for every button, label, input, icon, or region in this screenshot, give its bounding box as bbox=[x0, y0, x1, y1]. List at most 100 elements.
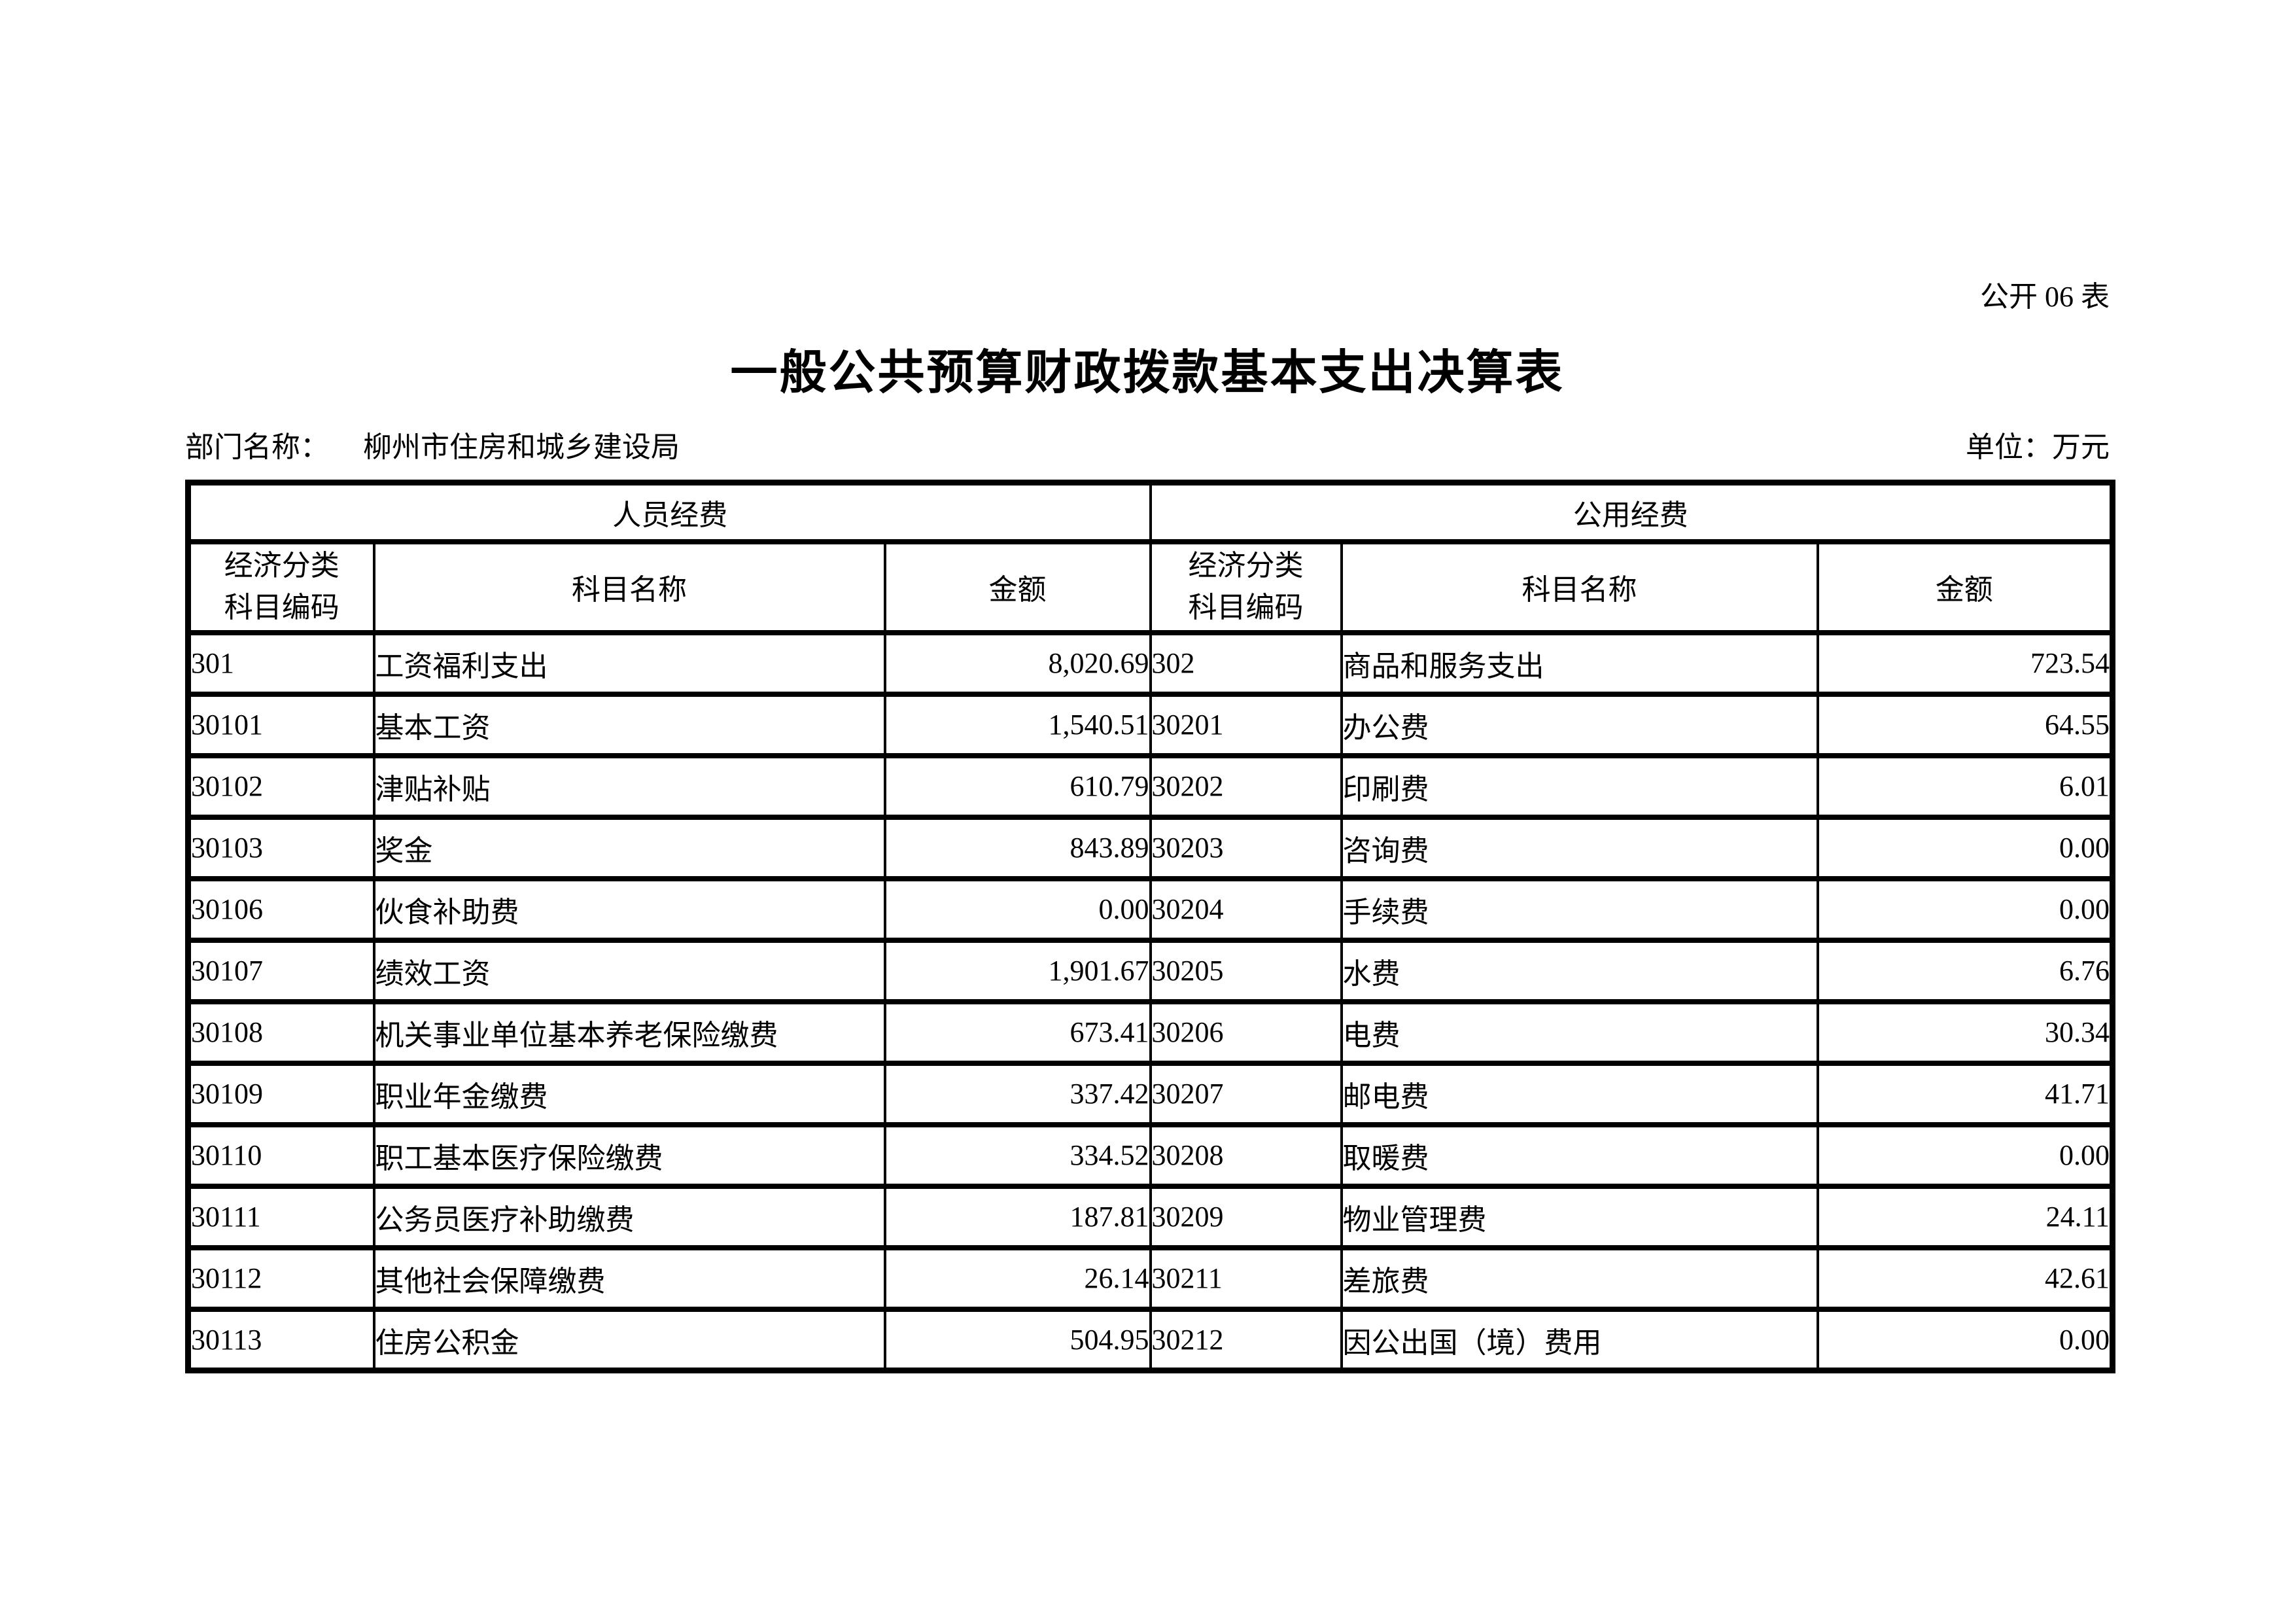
table-row: 30108 机关事业单位基本养老保险缴费 673.41 30206 电费 30.… bbox=[186, 998, 2114, 1066]
code-cell: 30109 bbox=[186, 1060, 375, 1127]
subject-name-cell: 咨询费 bbox=[1340, 814, 1819, 881]
table-row: 30111 公务员医疗补助缴费 187.81 30209 物业管理费 24.11 bbox=[186, 1183, 2114, 1250]
subject-name-cell: 取暖费 bbox=[1340, 1121, 1819, 1189]
col-header-amount-right: 金额 bbox=[1816, 538, 2114, 635]
subject-name-cell: 公务员医疗补助缴费 bbox=[372, 1183, 886, 1250]
col-header-code-line2: 科目编码 bbox=[224, 591, 339, 624]
amount-cell: 337.42 bbox=[883, 1060, 1152, 1127]
public-funds-header: 公用经费 bbox=[1149, 480, 2114, 544]
unit-label: 单位：万元 bbox=[1966, 431, 2110, 463]
amount-cell: 8,020.69 bbox=[883, 629, 1152, 697]
amount-cell: 41.71 bbox=[1816, 1060, 2114, 1127]
subject-name-cell: 基本工资 bbox=[372, 691, 886, 758]
department-label: 部门名称： bbox=[185, 431, 329, 463]
table-row: 30109 职业年金缴费 337.42 30207 邮电费 41.71 bbox=[186, 1060, 2114, 1127]
subject-name-cell: 其他社会保障缴费 bbox=[372, 1244, 886, 1312]
col-header-code-left: 经济分类 科目编码 bbox=[186, 538, 375, 635]
table-row: 30103 奖金 843.89 30203 咨询费 0.00 bbox=[186, 814, 2114, 881]
code-cell: 30207 bbox=[1149, 1060, 1343, 1127]
amount-cell: 0.00 bbox=[883, 875, 1152, 943]
amount-cell: 1,901.67 bbox=[883, 937, 1152, 1004]
code-cell: 30202 bbox=[1149, 752, 1343, 820]
table-row: 30110 职工基本医疗保险缴费 334.52 30208 取暖费 0.00 bbox=[186, 1121, 2114, 1189]
amount-cell: 0.00 bbox=[1816, 814, 2114, 881]
amount-cell: 26.14 bbox=[883, 1244, 1152, 1312]
table-row: 30107 绩效工资 1,901.67 30205 水费 6.76 bbox=[186, 937, 2114, 1004]
subject-name-cell: 住房公积金 bbox=[372, 1306, 886, 1373]
table-row: 301 工资福利支出 8,020.69 302 商品和服务支出 723.54 bbox=[186, 629, 2114, 697]
subject-name-cell: 电费 bbox=[1340, 998, 1819, 1066]
subject-name-cell: 办公费 bbox=[1340, 691, 1819, 758]
page-title: 一般公共预算财政拨款基本支出决算表 bbox=[730, 346, 1565, 399]
col-header-amount-left: 金额 bbox=[883, 538, 1152, 635]
subject-name-cell: 绩效工资 bbox=[372, 937, 886, 1004]
code-cell: 30110 bbox=[186, 1121, 375, 1189]
department-name: 柳州市住房和城乡建设局 bbox=[363, 431, 680, 463]
amount-cell: 0.00 bbox=[1816, 1121, 2114, 1189]
code-cell: 30204 bbox=[1149, 875, 1343, 943]
amount-cell: 504.95 bbox=[883, 1306, 1152, 1373]
sheet-number-label: 公开 06 表 bbox=[1980, 281, 2110, 313]
table-row: 30102 津贴补贴 610.79 30202 印刷费 6.01 bbox=[186, 752, 2114, 820]
subject-name-cell: 职工基本医疗保险缴费 bbox=[372, 1121, 886, 1189]
amount-cell: 0.00 bbox=[1816, 875, 2114, 943]
subject-name-cell: 邮电费 bbox=[1340, 1060, 1819, 1127]
table-row: 30101 基本工资 1,540.51 30201 办公费 64.55 bbox=[186, 691, 2114, 758]
amount-cell: 673.41 bbox=[883, 998, 1152, 1066]
amount-cell: 24.11 bbox=[1816, 1183, 2114, 1250]
code-cell: 30206 bbox=[1149, 998, 1343, 1066]
subject-name-cell: 差旅费 bbox=[1340, 1244, 1819, 1312]
code-cell: 30103 bbox=[186, 814, 375, 881]
subject-name-cell: 机关事业单位基本养老保险缴费 bbox=[372, 998, 886, 1066]
amount-cell: 42.61 bbox=[1816, 1244, 2114, 1312]
amount-cell: 1,540.51 bbox=[883, 691, 1152, 758]
code-cell: 30106 bbox=[186, 875, 375, 943]
col-header-code-line1: 经济分类 bbox=[224, 550, 339, 582]
table-row: 30112 其他社会保障缴费 26.14 30211 差旅费 42.61 bbox=[186, 1244, 2114, 1312]
subject-name-cell: 伙食补助费 bbox=[372, 875, 886, 943]
col-header-name-right: 科目名称 bbox=[1340, 538, 1819, 635]
amount-cell: 723.54 bbox=[1816, 629, 2114, 697]
code-cell: 30205 bbox=[1149, 937, 1343, 1004]
code-cell: 30208 bbox=[1149, 1121, 1343, 1189]
col-header-code-line2: 科目编码 bbox=[1188, 591, 1304, 624]
group-header-row: 人员经费 公用经费 bbox=[186, 480, 2114, 544]
code-cell: 30212 bbox=[1149, 1306, 1343, 1373]
code-cell: 301 bbox=[186, 629, 375, 697]
subject-name-cell: 商品和服务支出 bbox=[1340, 629, 1819, 697]
code-cell: 30108 bbox=[186, 998, 375, 1066]
col-header-name-left: 科目名称 bbox=[372, 538, 886, 635]
subject-name-cell: 因公出国（境）费用 bbox=[1340, 1306, 1819, 1373]
expenditure-table: 人员经费 公用经费 经济分类 科目编码 科目名称 金额 经济分类 科目编码 科目… bbox=[185, 479, 2116, 1374]
code-cell: 30209 bbox=[1149, 1183, 1343, 1250]
subject-name-cell: 津贴补贴 bbox=[372, 752, 886, 820]
code-cell: 30101 bbox=[186, 691, 375, 758]
code-cell: 30107 bbox=[186, 937, 375, 1004]
subject-name-cell: 物业管理费 bbox=[1340, 1183, 1819, 1250]
subject-name-cell: 印刷费 bbox=[1340, 752, 1819, 820]
amount-cell: 64.55 bbox=[1816, 691, 2114, 758]
code-cell: 30211 bbox=[1149, 1244, 1343, 1312]
code-cell: 30201 bbox=[1149, 691, 1343, 758]
amount-cell: 6.76 bbox=[1816, 937, 2114, 1004]
department-line: 部门名称： 柳州市住房和城乡建设局 bbox=[185, 431, 680, 465]
table-info-row: 部门名称： 柳州市住房和城乡建设局 单位：万元 bbox=[185, 431, 2110, 465]
col-header-code-line1: 经济分类 bbox=[1188, 550, 1304, 582]
subject-name-cell: 奖金 bbox=[372, 814, 886, 881]
code-cell: 30102 bbox=[186, 752, 375, 820]
document-content: 公开 06 表 一般公共预算财政拨款基本支出决算表 部门名称： 柳州市住房和城乡建… bbox=[185, 0, 2116, 1374]
amount-cell: 30.34 bbox=[1816, 998, 2114, 1066]
amount-cell: 843.89 bbox=[883, 814, 1152, 881]
code-cell: 30111 bbox=[186, 1183, 375, 1250]
col-header-code-right: 经济分类 科目编码 bbox=[1149, 538, 1343, 635]
subject-name-cell: 工资福利支出 bbox=[372, 629, 886, 697]
amount-cell: 0.00 bbox=[1816, 1306, 2114, 1373]
code-cell: 30113 bbox=[186, 1306, 375, 1373]
subject-name-cell: 职业年金缴费 bbox=[372, 1060, 886, 1127]
code-cell: 302 bbox=[1149, 629, 1343, 697]
code-cell: 30203 bbox=[1149, 814, 1343, 881]
amount-cell: 610.79 bbox=[883, 752, 1152, 820]
table-row: 30106 伙食补助费 0.00 30204 手续费 0.00 bbox=[186, 875, 2114, 943]
amount-cell: 334.52 bbox=[883, 1121, 1152, 1189]
